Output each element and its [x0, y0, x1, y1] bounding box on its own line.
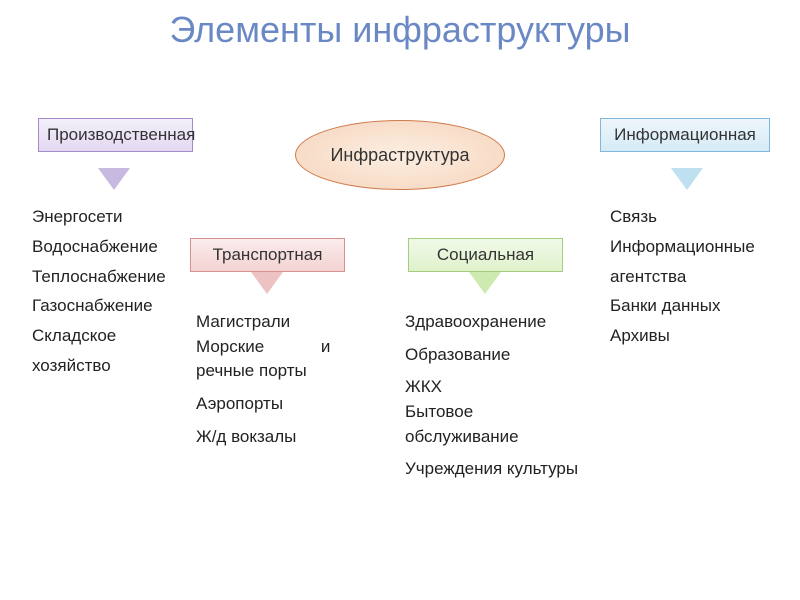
- list-item: Образование: [405, 343, 580, 368]
- category-social-label: Социальная: [437, 245, 534, 264]
- arrow-information: [671, 168, 703, 190]
- arrow-production: [98, 168, 130, 190]
- list-item: Банки данных: [610, 291, 775, 321]
- list-item: Аэропорты: [196, 392, 376, 417]
- category-information: Информационная: [600, 118, 770, 152]
- category-transport-label: Транспортная: [213, 245, 323, 264]
- list-item: Информационные агентства: [610, 232, 775, 292]
- list-item: Складское хозяйство: [32, 321, 187, 381]
- page-title: Элементы инфраструктуры: [0, 0, 800, 50]
- arrow-transport: [251, 272, 283, 294]
- category-information-label: Информационная: [614, 125, 756, 144]
- list-item: Газоснабжение: [32, 291, 187, 321]
- category-social: Социальная: [408, 238, 563, 272]
- list-item: Теплоснабжение: [32, 262, 187, 292]
- list-information: Связь Информационные агентства Банки дан…: [610, 202, 775, 351]
- list-item: Учреждения культуры: [405, 457, 580, 482]
- list-production: Энергосети Водоснабжение Теплоснабжение …: [32, 202, 187, 381]
- list-item: Связь: [610, 202, 775, 232]
- list-transport: Магистрали Морские и речные порты Аэропо…: [196, 310, 376, 449]
- list-social: Здравоохранение Образование ЖКХ Бытовое …: [405, 310, 580, 482]
- category-transport: Транспортная: [190, 238, 345, 272]
- list-item: Ж/д вокзалы: [196, 425, 376, 450]
- list-item: Энергосети: [32, 202, 187, 232]
- list-item: Архивы: [610, 321, 775, 351]
- category-production-label: Производственная: [47, 125, 195, 144]
- list-item: Бытовое обслуживание: [405, 400, 580, 449]
- list-item: Морские и речные порты: [196, 335, 376, 384]
- central-label: Инфраструктура: [330, 145, 469, 166]
- list-item: ЖКХ: [405, 375, 580, 400]
- list-item: Водоснабжение: [32, 232, 187, 262]
- arrow-social: [469, 272, 501, 294]
- category-production: Производственная: [38, 118, 193, 152]
- list-item: Магистрали: [196, 310, 376, 335]
- list-item: Здравоохранение: [405, 310, 580, 335]
- central-node-infrastructure: Инфраструктура: [295, 120, 505, 190]
